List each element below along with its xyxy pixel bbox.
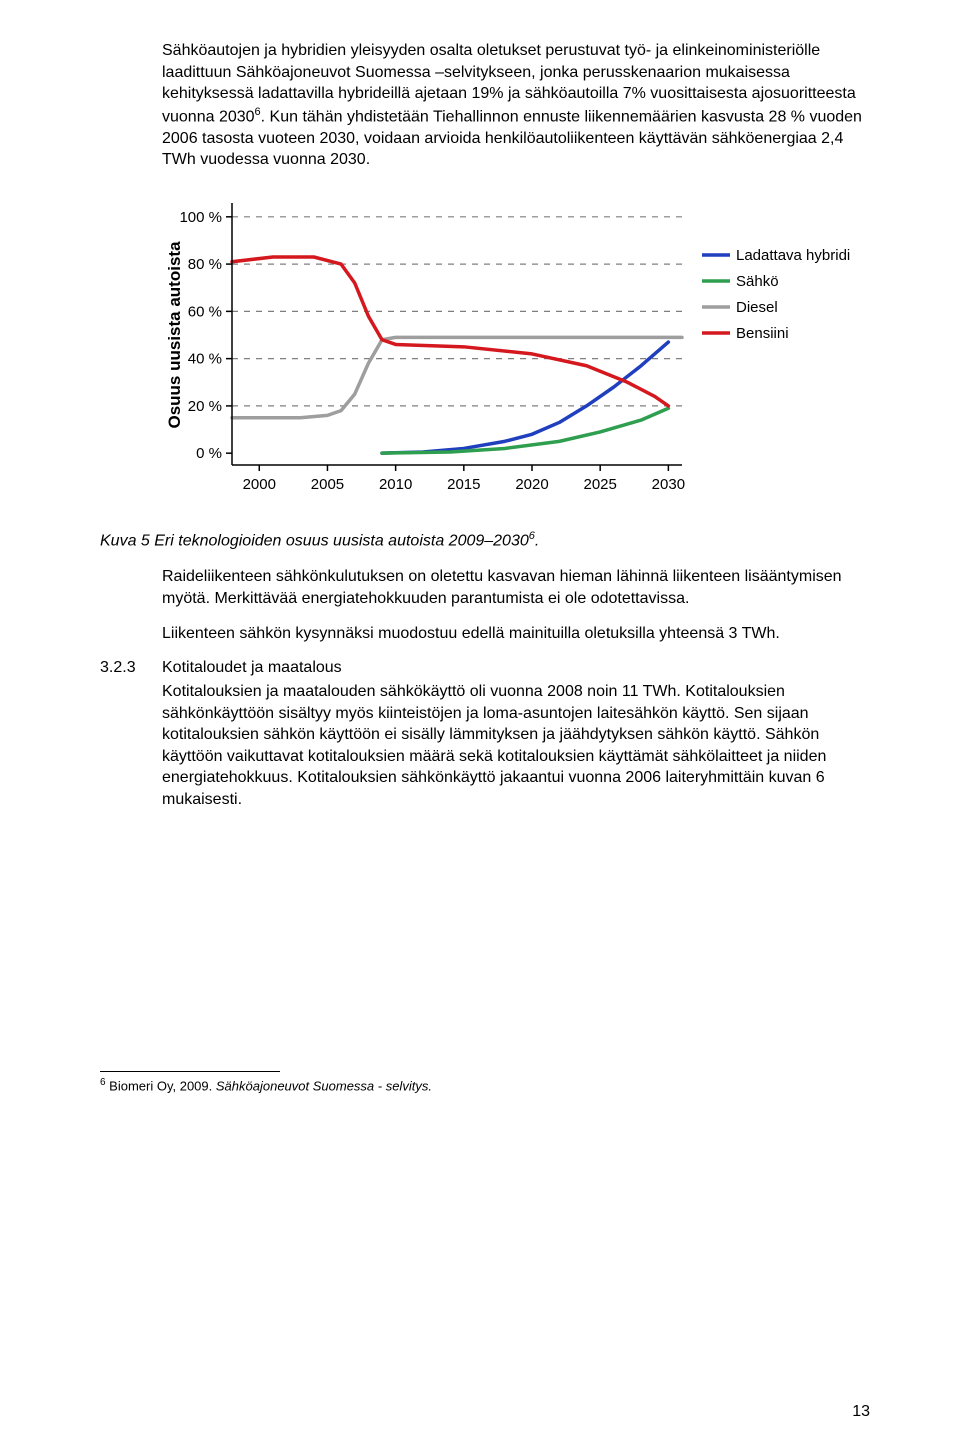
tech-share-chart: 0 % 20 % 40 % 60 % 80 % 100 % 2000 2005 2010 2015…	[162, 185, 862, 515]
svg-text:80 %: 80 %	[188, 256, 222, 273]
svg-text:2010: 2010	[379, 476, 412, 493]
svg-text:40 %: 40 %	[188, 351, 222, 368]
chart-container: 0 % 20 % 40 % 60 % 80 % 100 % 2000 2005 2010 2015…	[162, 185, 870, 520]
footnote-source: Sähköajoneuvot Suomessa - selvitys.	[216, 1078, 432, 1093]
svg-text:2005: 2005	[311, 476, 344, 493]
svg-text:Ladattava hybridi: Ladattava hybridi	[736, 247, 850, 264]
paragraph-2: Raideliikenteen sähkönkulutuksen on olet…	[162, 566, 870, 609]
svg-text:2030: 2030	[652, 476, 685, 493]
svg-text:60 %: 60 %	[188, 303, 222, 320]
svg-text:Diesel: Diesel	[736, 299, 778, 316]
svg-text:20 %: 20 %	[188, 398, 222, 415]
svg-text:2000: 2000	[243, 476, 276, 493]
section-number: 3.2.3	[100, 659, 162, 677]
figure-caption: Kuva 5 Eri teknologioiden osuus uusista …	[100, 530, 870, 550]
p1-tail: . Kun tähän yhdistetään Tiehallinnon enn…	[162, 108, 862, 168]
svg-text:0 %: 0 %	[196, 445, 222, 462]
svg-text:Sähkö: Sähkö	[736, 273, 779, 290]
section-title: Kotitaloudet ja maatalous	[162, 659, 342, 677]
section-heading: 3.2.3 Kotitaloudet ja maatalous	[100, 659, 870, 677]
svg-text:2015: 2015	[447, 476, 480, 493]
page-number: 13	[852, 1403, 870, 1421]
paragraph-1: Sähköautojen ja hybridien yleisyyden osa…	[162, 40, 870, 171]
svg-text:2020: 2020	[515, 476, 548, 493]
paragraph-3: Liikenteen sähkön kysynnäksi muodostuu e…	[162, 623, 870, 645]
caption-post: .	[535, 532, 539, 549]
footnote-author: Biomeri Oy, 2009.	[106, 1078, 216, 1093]
svg-text:2025: 2025	[583, 476, 616, 493]
svg-text:Bensiini: Bensiini	[736, 325, 789, 342]
footnote-separator	[100, 1071, 280, 1072]
caption-pre: Kuva 5 Eri teknologioiden osuus uusista …	[100, 532, 529, 549]
svg-text:Osuus uusista autoista: Osuus uusista autoista	[165, 241, 184, 429]
footnote: 6 Biomeri Oy, 2009. Sähköajoneuvot Suome…	[100, 1076, 870, 1095]
svg-text:100 %: 100 %	[179, 209, 222, 226]
paragraph-4: Kotitalouksien ja maatalouden sähkökäytt…	[162, 681, 870, 811]
